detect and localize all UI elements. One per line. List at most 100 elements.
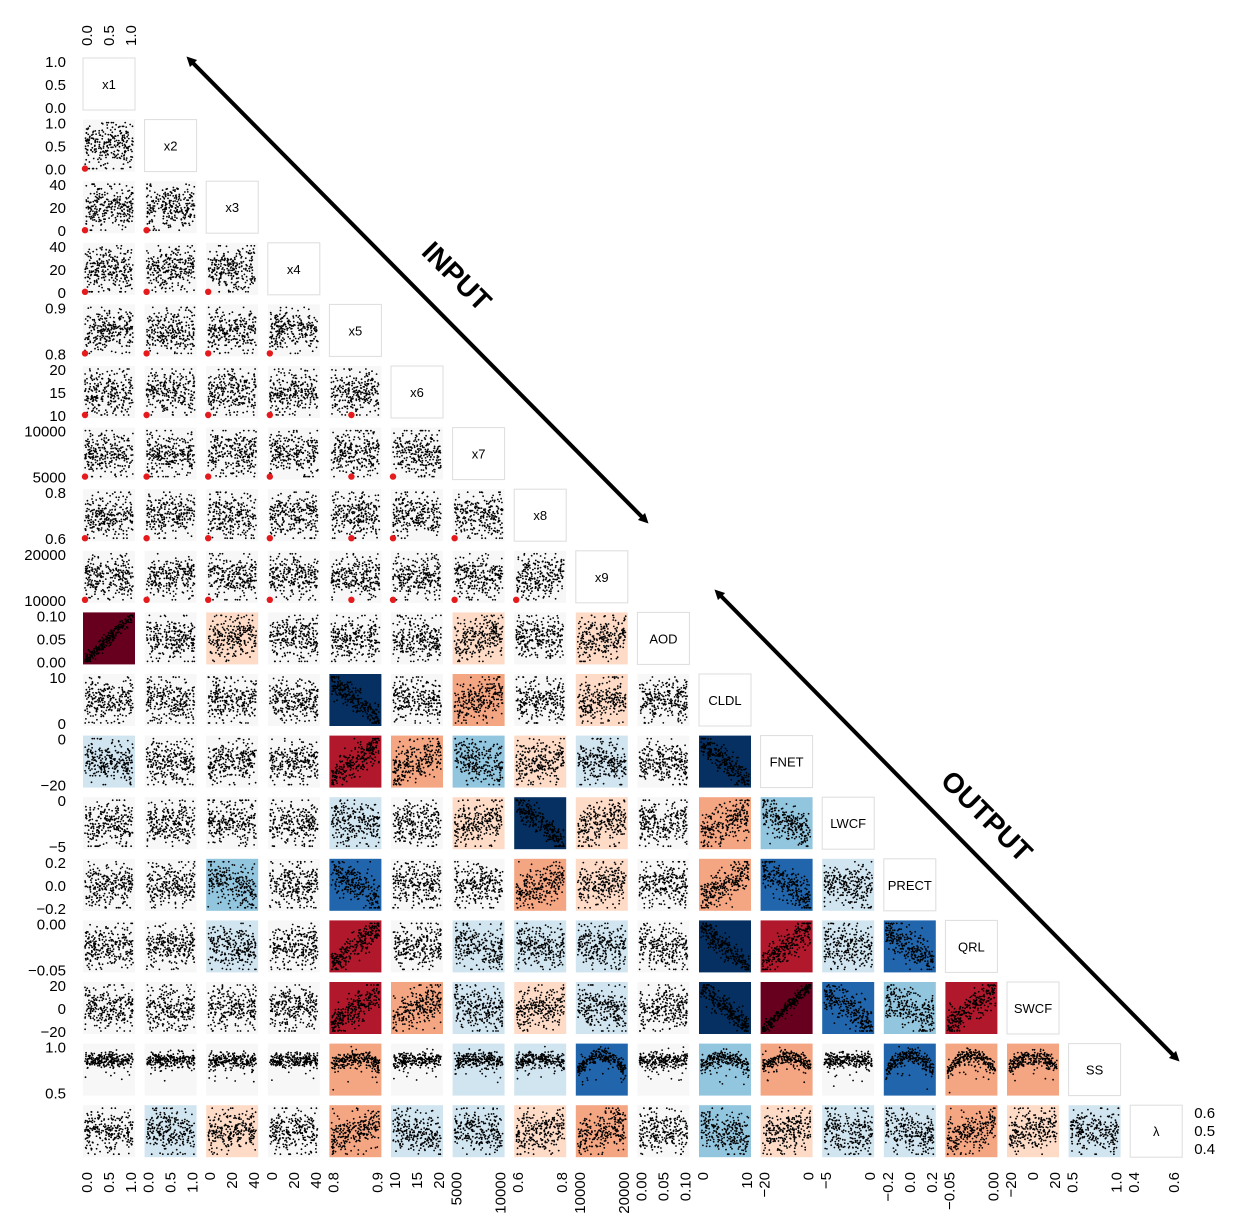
point (244, 286, 246, 288)
point (193, 331, 195, 333)
point (193, 334, 195, 336)
point (247, 342, 249, 344)
point (163, 198, 165, 200)
point (92, 201, 94, 203)
point (178, 196, 180, 198)
point (146, 344, 148, 346)
point (128, 285, 130, 287)
point (98, 278, 100, 280)
point (111, 335, 113, 337)
point (132, 198, 134, 200)
point (209, 251, 211, 253)
point (126, 322, 128, 324)
point (188, 269, 190, 271)
point (96, 268, 98, 270)
point (291, 308, 293, 310)
point (94, 348, 96, 350)
point (168, 216, 170, 218)
point (178, 315, 180, 317)
point (167, 193, 169, 195)
point (157, 194, 159, 196)
highlighted-point (82, 165, 88, 171)
point (121, 229, 123, 231)
point (221, 328, 223, 330)
point (172, 189, 174, 191)
point (122, 145, 124, 147)
point (98, 199, 100, 201)
point (107, 127, 109, 129)
point (92, 251, 94, 253)
point (214, 316, 216, 318)
point (217, 268, 219, 270)
point (179, 204, 181, 206)
point (117, 213, 119, 215)
point (226, 268, 228, 270)
point (87, 197, 89, 199)
point (183, 278, 185, 280)
point (130, 269, 132, 271)
point (167, 271, 169, 273)
point (189, 282, 191, 284)
point (246, 245, 248, 247)
point (160, 326, 162, 328)
point (250, 267, 252, 269)
point (124, 278, 126, 280)
point (96, 194, 98, 196)
point (88, 342, 90, 344)
point (97, 214, 99, 216)
point (94, 140, 96, 142)
point (148, 264, 150, 266)
point (121, 206, 123, 208)
point (101, 138, 103, 140)
point (226, 322, 228, 324)
point (110, 147, 112, 149)
point (120, 278, 122, 280)
point (96, 343, 98, 345)
point (98, 161, 100, 163)
point (172, 321, 174, 323)
point (121, 210, 123, 212)
point (215, 261, 217, 263)
point (193, 257, 195, 259)
point (312, 340, 314, 342)
point (173, 187, 175, 189)
point (125, 334, 127, 336)
point (152, 207, 154, 209)
point (235, 328, 237, 330)
point (106, 207, 108, 209)
point (97, 159, 99, 161)
point (97, 201, 99, 203)
point (176, 217, 178, 219)
point (229, 264, 231, 266)
point (130, 313, 132, 315)
point (89, 161, 91, 163)
point (99, 193, 101, 195)
point (290, 353, 292, 355)
point (116, 327, 118, 329)
point (164, 223, 166, 225)
point (96, 197, 98, 199)
point (176, 211, 178, 213)
point (128, 217, 130, 219)
point (212, 262, 214, 264)
point (103, 164, 105, 166)
point (158, 312, 160, 314)
point (129, 352, 131, 354)
point (124, 220, 126, 222)
point (87, 286, 89, 288)
point (221, 336, 223, 338)
point (102, 324, 104, 326)
point (170, 226, 172, 228)
point (100, 165, 102, 167)
point (93, 131, 95, 133)
point (114, 183, 116, 185)
point (150, 266, 152, 268)
point (173, 334, 175, 336)
point (221, 268, 223, 270)
point (158, 208, 160, 210)
point (107, 324, 109, 326)
point (208, 346, 210, 348)
point (117, 264, 119, 266)
point (86, 265, 88, 267)
point (254, 331, 256, 333)
